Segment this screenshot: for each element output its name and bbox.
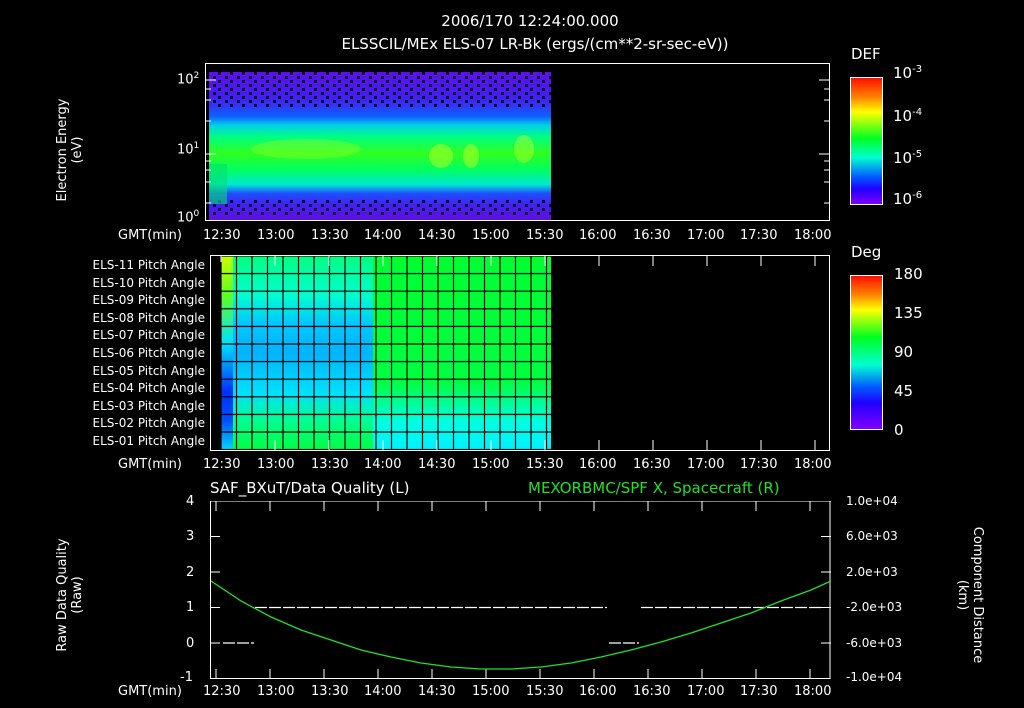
row-label: ELS-08 Pitch Angle	[92, 310, 205, 325]
colorbar1-title: DEF	[851, 45, 881, 63]
data-quality-panel[interactable]	[210, 501, 831, 679]
cbar1-tick-1e-3: 10-3	[893, 64, 923, 82]
ytick-left-3: 3	[186, 529, 195, 544]
panel3-right-title: MEXORBMC/SPF X, Spacecraft (R)	[528, 479, 780, 497]
ytick-left-0: 0	[186, 636, 195, 651]
energy-spectrogram-panel[interactable]	[205, 63, 830, 221]
time-axis-label-2: GMT(min)	[118, 457, 182, 472]
row-label: ELS-04 Pitch Angle	[92, 381, 205, 396]
plot-timestamp: 2006/170 12:24:00.000	[441, 12, 619, 30]
row-label: ELS-10 Pitch Angle	[92, 275, 205, 290]
spacecraft-x-line	[211, 580, 831, 670]
ytick-right-1e4: 1.0e+04	[846, 494, 898, 508]
cbar1-tick-1e-5: 10-5	[893, 149, 923, 167]
panel1-ylabel: Electron Energy (eV)	[55, 98, 85, 202]
row-label: ELS-05 Pitch Angle	[92, 363, 205, 378]
row-label: ELS-02 Pitch Angle	[92, 416, 205, 431]
row-label: ELS-06 Pitch Angle	[92, 345, 205, 360]
deg-colorbar	[850, 275, 883, 430]
row-label: ELS-11 Pitch Angle	[92, 258, 205, 272]
row-label: ELS-09 Pitch Angle	[92, 293, 205, 308]
ytick-right-6e3: 6.0e+03	[846, 529, 898, 543]
panel3-left-ylabel: Raw Data Quality (Raw)	[55, 538, 85, 652]
pitch-angle-heatmap	[220, 256, 816, 450]
energy-spectrogram	[206, 72, 829, 220]
time-axis-1: 12:30 13:00 13:30 14:00 14:30 15:00 15:3…	[203, 228, 832, 243]
colorbar2-title: Deg	[851, 243, 882, 261]
ytick-left-2: 2	[186, 565, 195, 580]
time-axis-3: 12:30 13:00 13:30 14:00 14:30 15:00 15:3…	[203, 684, 832, 699]
ytick-right-neg2e3: -2.0e+03	[846, 600, 903, 614]
panel3-right-ylabel: Component Distance (km)	[955, 526, 985, 664]
ytick-left-1: 1	[186, 600, 195, 615]
def-colorbar	[850, 77, 883, 205]
ytick-1e0: 100	[177, 209, 200, 226]
ytick-right-neg6e3: -6.0e+03	[846, 636, 903, 650]
data-quality-plot	[211, 501, 831, 679]
row-label: ELS-01 Pitch Angle	[92, 433, 205, 448]
ytick-left-4: 4	[186, 494, 195, 509]
cbar2-tick-0: 0	[894, 421, 904, 439]
row-label: ELS-07 Pitch Angle	[92, 328, 205, 343]
time-axis-2: 12:30 13:00 13:30 14:00 14:30 15:00 15:3…	[203, 457, 832, 472]
time-axis-label-1: GMT(min)	[118, 228, 182, 243]
ytick-1e2: 102	[177, 71, 200, 88]
pitch-angle-panel[interactable]	[210, 255, 830, 451]
time-axis-label-3: GMT(min)	[118, 684, 182, 699]
cbar1-tick-1e-4: 10-4	[893, 107, 923, 125]
cbar2-tick-135: 135	[894, 304, 923, 322]
cbar2-tick-90: 90	[894, 343, 914, 361]
plot-title: ELSSCIL/MEx ELS-07 LR-Bk (ergs/(cm**2-sr…	[341, 35, 729, 53]
cbar1-tick-1e-6: 10-6	[893, 190, 923, 208]
ytick-right-neg1e4: -1.0e+04	[846, 670, 903, 684]
ytick-left-neg1: -1	[180, 670, 193, 685]
ytick-1e1: 101	[177, 141, 200, 158]
ytick-right-2e3: 2.0e+03	[846, 565, 898, 579]
cbar2-tick-180: 180	[894, 265, 923, 283]
panel3-left-title: SAF_BXuT/Data Quality (L)	[210, 479, 410, 497]
pitch-angle-row-labels: ELS-11 Pitch Angle ELS-10 Pitch Angle EL…	[40, 257, 205, 451]
row-label: ELS-03 Pitch Angle	[92, 398, 205, 413]
cbar2-tick-45: 45	[894, 382, 914, 400]
